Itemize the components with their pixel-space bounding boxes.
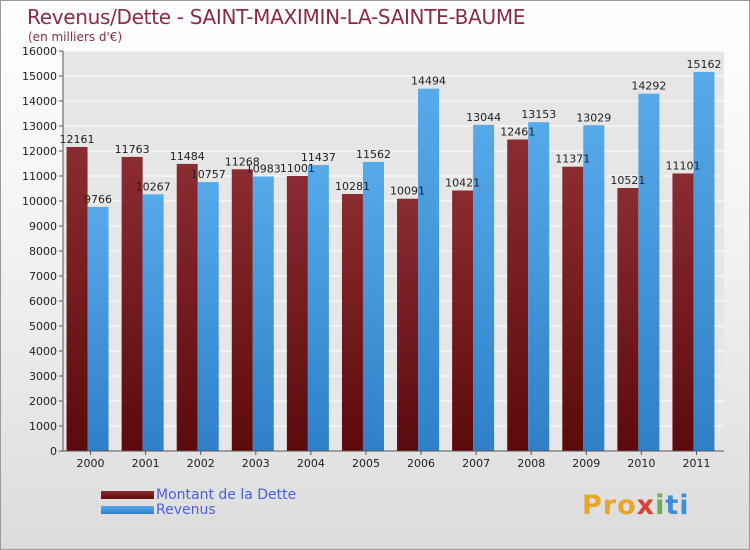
labels: 0 1000 2000 3000 4000 5000 6000 7000 8000 9000 100… <box>22 45 721 470</box>
y-tick-label: 5000 <box>29 320 57 333</box>
bar-revenus <box>307 165 329 451</box>
data-label-dette: 10091 <box>390 185 425 198</box>
bar-dette <box>286 175 308 451</box>
x-tick-label: 2010 <box>627 457 655 470</box>
data-label-dette: 10421 <box>445 176 480 189</box>
bar-dette <box>452 190 474 451</box>
x-tick-label: 2001 <box>132 457 160 470</box>
x-tick-label: 2002 <box>187 457 215 470</box>
y-tick-label: 10000 <box>22 195 57 208</box>
x-tick-label: 2007 <box>462 457 490 470</box>
data-label-dette: 11268 <box>225 155 260 168</box>
axes <box>59 50 724 455</box>
bar-dette <box>562 166 584 451</box>
x-tick-label: 2004 <box>297 457 325 470</box>
x-tick-label: 2008 <box>517 457 545 470</box>
y-tick-label: 1000 <box>29 420 57 433</box>
proxiti-logo: Proxiti <box>582 490 690 521</box>
y-tick-label: 6000 <box>29 295 57 308</box>
bar-revenus <box>473 124 495 452</box>
bar-revenus <box>362 161 384 451</box>
x-tick-label: 2005 <box>352 457 380 470</box>
data-label-dette: 11371 <box>555 153 590 166</box>
x-tick-label: 2009 <box>572 457 600 470</box>
bar-revenus <box>528 122 550 452</box>
data-label-dette: 11763 <box>115 143 150 156</box>
bars <box>66 71 715 452</box>
data-label-dette: 12161 <box>60 133 95 146</box>
y-tick-label: 11000 <box>22 170 57 183</box>
bar-revenus <box>197 182 219 451</box>
bar-dette <box>507 139 529 451</box>
data-label-revenus: 11562 <box>356 148 391 161</box>
y-tick-label: 2000 <box>29 395 57 408</box>
data-label-revenus: 13153 <box>521 108 556 121</box>
y-tick-label: 4000 <box>29 345 57 358</box>
x-tick-label: 2011 <box>682 457 710 470</box>
data-label-revenus: 13029 <box>576 111 611 124</box>
bar-revenus <box>418 88 440 452</box>
y-tick-label: 7000 <box>29 270 57 283</box>
data-label-revenus: 9766 <box>84 193 112 206</box>
bar-revenus <box>693 71 715 451</box>
bar-dette <box>341 193 363 451</box>
x-tick-label: 2000 <box>77 457 105 470</box>
chart-title: Revenus/Dette - SAINT-MAXIMIN-LA-SAINTE-… <box>27 5 526 29</box>
y-tick-label: 14000 <box>22 95 57 108</box>
data-label-dette: 11484 <box>170 150 205 163</box>
legend-swatch-dette <box>101 491 154 499</box>
y-tick-label: 16000 <box>22 45 57 58</box>
data-label-revenus: 14292 <box>631 80 666 93</box>
data-label-revenus: 14494 <box>411 75 446 88</box>
y-tick-label: 9000 <box>29 220 57 233</box>
data-label-revenus: 11437 <box>301 151 336 164</box>
bar-revenus <box>638 93 660 451</box>
y-tick-label: 15000 <box>22 70 57 83</box>
bar-dette <box>66 146 88 451</box>
y-tick-label: 3000 <box>29 370 57 383</box>
bar-dette <box>231 169 253 452</box>
chart-subtitle: (en milliers d'€) <box>28 30 123 44</box>
grid <box>63 50 724 452</box>
data-label-dette: 11101 <box>665 159 700 172</box>
legend-swatch-revenus <box>101 506 154 514</box>
data-label-revenus: 10757 <box>191 168 226 181</box>
data-label-dette: 11001 <box>280 162 315 175</box>
bar-dette <box>617 187 639 451</box>
y-tick-label: 12000 <box>22 145 57 158</box>
bar-dette <box>121 156 143 452</box>
bar-dette <box>176 163 198 451</box>
bar-revenus <box>583 125 605 452</box>
data-label-dette: 10521 <box>610 174 645 187</box>
data-label-revenus: 10267 <box>136 180 171 193</box>
y-tick-label: 13000 <box>22 120 57 133</box>
data-label-revenus: 10983 <box>246 162 281 175</box>
legend-label-dette: Montant de la Dette <box>156 487 297 503</box>
data-label-dette: 12461 <box>500 125 535 138</box>
y-tick-label: 8000 <box>29 245 57 258</box>
data-label-revenus: 13044 <box>466 111 501 124</box>
x-tick-label: 2006 <box>407 457 435 470</box>
data-label-revenus: 15162 <box>686 58 721 71</box>
bar-dette <box>672 173 694 451</box>
bar-dette <box>397 198 419 451</box>
x-tick-label: 2003 <box>242 457 270 470</box>
y-tick-label: 0 <box>50 445 57 458</box>
bar-revenus <box>87 206 109 451</box>
data-label-dette: 10281 <box>335 180 370 193</box>
legend-label-revenus: Revenus <box>156 502 216 518</box>
bar-revenus <box>142 194 164 451</box>
bar-revenus <box>252 176 274 452</box>
